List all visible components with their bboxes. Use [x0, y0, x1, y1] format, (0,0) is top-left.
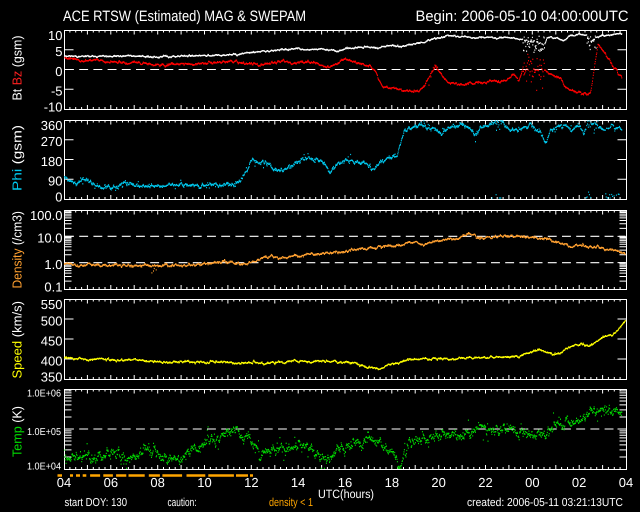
- svg-text:start DOY: 130: start DOY: 130: [65, 497, 128, 509]
- svg-text:10: 10: [48, 28, 62, 43]
- svg-text:180: 180: [41, 154, 63, 169]
- svg-text:UTC(hours): UTC(hours): [318, 487, 374, 501]
- svg-text:20: 20: [431, 475, 445, 490]
- svg-text:500: 500: [41, 313, 63, 328]
- svg-text:550: 550: [41, 297, 63, 312]
- svg-text:Bt Bz (gsm): Bt Bz (gsm): [10, 36, 25, 101]
- svg-text:Temp (K): Temp (K): [10, 406, 25, 457]
- svg-text:Density (/cm3): Density (/cm3): [10, 211, 25, 289]
- svg-text:0.1: 0.1: [44, 280, 62, 295]
- svg-text:-5: -5: [51, 84, 63, 99]
- svg-text:5: 5: [55, 44, 62, 59]
- svg-text:Begin: 2006-05-10 04:00:00UTC: Begin: 2006-05-10 04:00:00UTC: [416, 8, 629, 25]
- svg-text:0: 0: [55, 190, 62, 205]
- svg-text:04: 04: [57, 475, 71, 490]
- svg-text:16: 16: [338, 475, 352, 490]
- svg-text:caution:: caution:: [168, 497, 197, 509]
- svg-text:90: 90: [48, 174, 62, 189]
- svg-text:100.0: 100.0: [30, 208, 63, 223]
- svg-text:-10: -10: [44, 100, 63, 115]
- svg-text:06: 06: [104, 475, 118, 490]
- svg-text:08: 08: [150, 475, 164, 490]
- svg-text:18: 18: [385, 475, 399, 490]
- svg-text:14: 14: [291, 475, 305, 490]
- svg-text:Phi (gsm): Phi (gsm): [10, 125, 25, 191]
- svg-text:00: 00: [525, 475, 539, 490]
- svg-text:22: 22: [478, 475, 492, 490]
- svg-text:270: 270: [41, 134, 63, 149]
- svg-text:1.0E+04: 1.0E+04: [27, 461, 61, 472]
- svg-text:created: 2006-05-11 03:21:13UT: created: 2006-05-11 03:21:13UTC: [467, 497, 623, 509]
- svg-text:10: 10: [197, 475, 211, 490]
- svg-text:02: 02: [572, 475, 586, 490]
- svg-text:350: 350: [41, 370, 63, 385]
- svg-text:400: 400: [41, 353, 63, 368]
- svg-text:1.0: 1.0: [44, 257, 62, 272]
- svg-text:density < 1: density < 1: [269, 497, 313, 509]
- svg-text:0: 0: [55, 64, 62, 79]
- svg-text:Speed (km/s): Speed (km/s): [10, 301, 25, 379]
- svg-text:1.0E+06: 1.0E+06: [27, 389, 61, 400]
- svg-text:10.0: 10.0: [37, 231, 62, 246]
- svg-text:ACE RTSW (Estimated) MAG & SWE: ACE RTSW (Estimated) MAG & SWEPAM: [63, 8, 306, 25]
- svg-text:04: 04: [619, 475, 633, 490]
- svg-text:12: 12: [244, 475, 258, 490]
- svg-text:360: 360: [41, 118, 63, 133]
- svg-text:450: 450: [41, 333, 63, 348]
- svg-text:1.0E+05: 1.0E+05: [27, 427, 61, 438]
